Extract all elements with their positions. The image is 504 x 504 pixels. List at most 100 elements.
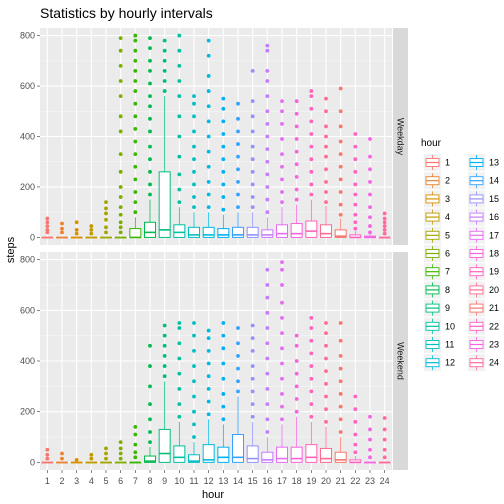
outlier-point	[162, 48, 167, 53]
legend-entry-23: 23	[468, 336, 499, 353]
outlier-point	[177, 172, 182, 177]
box-hour-9	[158, 323, 171, 463]
outlier-point	[294, 162, 299, 167]
facet-panels: 0 200 400 600 800 Weekday 0 200 400 600 800 Weekend	[20, 28, 408, 470]
legend-entry-19: 19	[468, 263, 499, 281]
outlier-point	[118, 446, 123, 451]
outlier-point	[74, 457, 79, 462]
outlier-point	[250, 205, 255, 210]
outlier-point	[368, 437, 372, 442]
legend-entry-13: 13	[468, 154, 499, 171]
outlier-point	[280, 200, 284, 205]
outlier-point	[368, 447, 372, 452]
y-tick-label: 800	[20, 31, 35, 41]
outlier-point	[192, 94, 196, 99]
outlier-point	[177, 63, 182, 68]
facet-strip-label: Weekday	[396, 118, 406, 156]
outlier-point	[221, 96, 226, 101]
outlier-point	[382, 447, 387, 452]
outlier-point	[280, 267, 284, 272]
outlier-point	[133, 48, 138, 53]
x-tick-label: 11	[189, 476, 198, 486]
outlier-point	[192, 422, 196, 427]
box-body	[232, 434, 244, 463]
legend-entry-22: 22	[468, 317, 499, 335]
outlier-point	[382, 455, 387, 460]
outlier-point	[148, 384, 152, 389]
legend-label: 1	[445, 158, 450, 168]
outlier-point	[60, 221, 64, 226]
outlier-point	[177, 402, 182, 406]
outlier-point	[353, 132, 358, 136]
x-tick-label: 15	[248, 476, 258, 486]
outlier-point	[309, 157, 314, 162]
outlier-point	[133, 58, 138, 63]
legend-entry-9: 9	[424, 299, 450, 317]
outlier-point	[338, 152, 343, 157]
outlier-point	[177, 200, 182, 205]
outlier-point	[177, 326, 182, 330]
box-body	[188, 226, 200, 238]
outlier-point	[104, 225, 108, 230]
x-tick-label: 17	[277, 476, 287, 486]
outlier-point	[148, 36, 152, 40]
outlier-point	[338, 321, 343, 325]
outlier-point	[265, 356, 270, 361]
outlier-point	[206, 104, 211, 109]
outlier-point	[280, 346, 284, 351]
facet-strip	[393, 28, 408, 245]
outlier-point	[206, 53, 211, 58]
outlier-point	[280, 121, 284, 126]
outlier-point	[280, 300, 284, 305]
box-hour-24	[378, 416, 391, 464]
outlier-point	[324, 394, 328, 399]
outlier-point	[192, 435, 196, 439]
box-hour-2	[56, 221, 68, 239]
outlier-point	[294, 359, 299, 363]
outlier-point	[206, 205, 211, 210]
outlier-point	[280, 316, 284, 320]
outlier-point	[133, 432, 138, 437]
outlier-point	[338, 190, 343, 194]
outlier-point	[74, 227, 79, 232]
box-body	[246, 226, 259, 238]
outlier-point	[148, 192, 152, 197]
legend-label: 9	[445, 303, 450, 313]
outlier-point	[236, 180, 240, 184]
box-hour-12	[202, 38, 215, 238]
box-hour-19	[305, 316, 318, 463]
outlier-point	[206, 361, 211, 366]
box-hour-16	[261, 43, 274, 238]
outlier-point	[104, 456, 108, 461]
legend-entry-4: 4	[424, 208, 450, 226]
outlier-point	[148, 430, 152, 434]
box-body	[202, 444, 215, 463]
x-tick-label: 5	[103, 476, 108, 486]
outlier-point	[118, 220, 123, 225]
outlier-point	[324, 356, 328, 361]
outlier-point	[89, 231, 94, 236]
outlier-point	[177, 187, 182, 192]
box-body	[320, 224, 332, 238]
box-hour-23	[364, 414, 376, 464]
box-hour-22	[349, 132, 362, 239]
outlier-point	[368, 205, 372, 210]
outlier-point	[338, 164, 343, 169]
outlier-point	[118, 225, 123, 230]
box-hour-16	[261, 267, 274, 463]
outlier-point	[206, 38, 211, 43]
outlier-point	[353, 407, 358, 412]
outlier-point	[265, 185, 270, 189]
outlier-point	[162, 89, 167, 93]
outlier-point	[294, 187, 299, 192]
outlier-point	[89, 224, 94, 228]
outlier-point	[368, 414, 372, 419]
box-hour-3	[70, 457, 83, 464]
outlier-point	[148, 104, 152, 109]
outlier-point	[236, 167, 240, 172]
outlier-point	[309, 182, 314, 187]
outlier-point	[382, 416, 387, 420]
outlier-point	[250, 376, 255, 381]
x-tick-label: 21	[336, 476, 346, 486]
x-tick-label: 6	[118, 476, 123, 486]
